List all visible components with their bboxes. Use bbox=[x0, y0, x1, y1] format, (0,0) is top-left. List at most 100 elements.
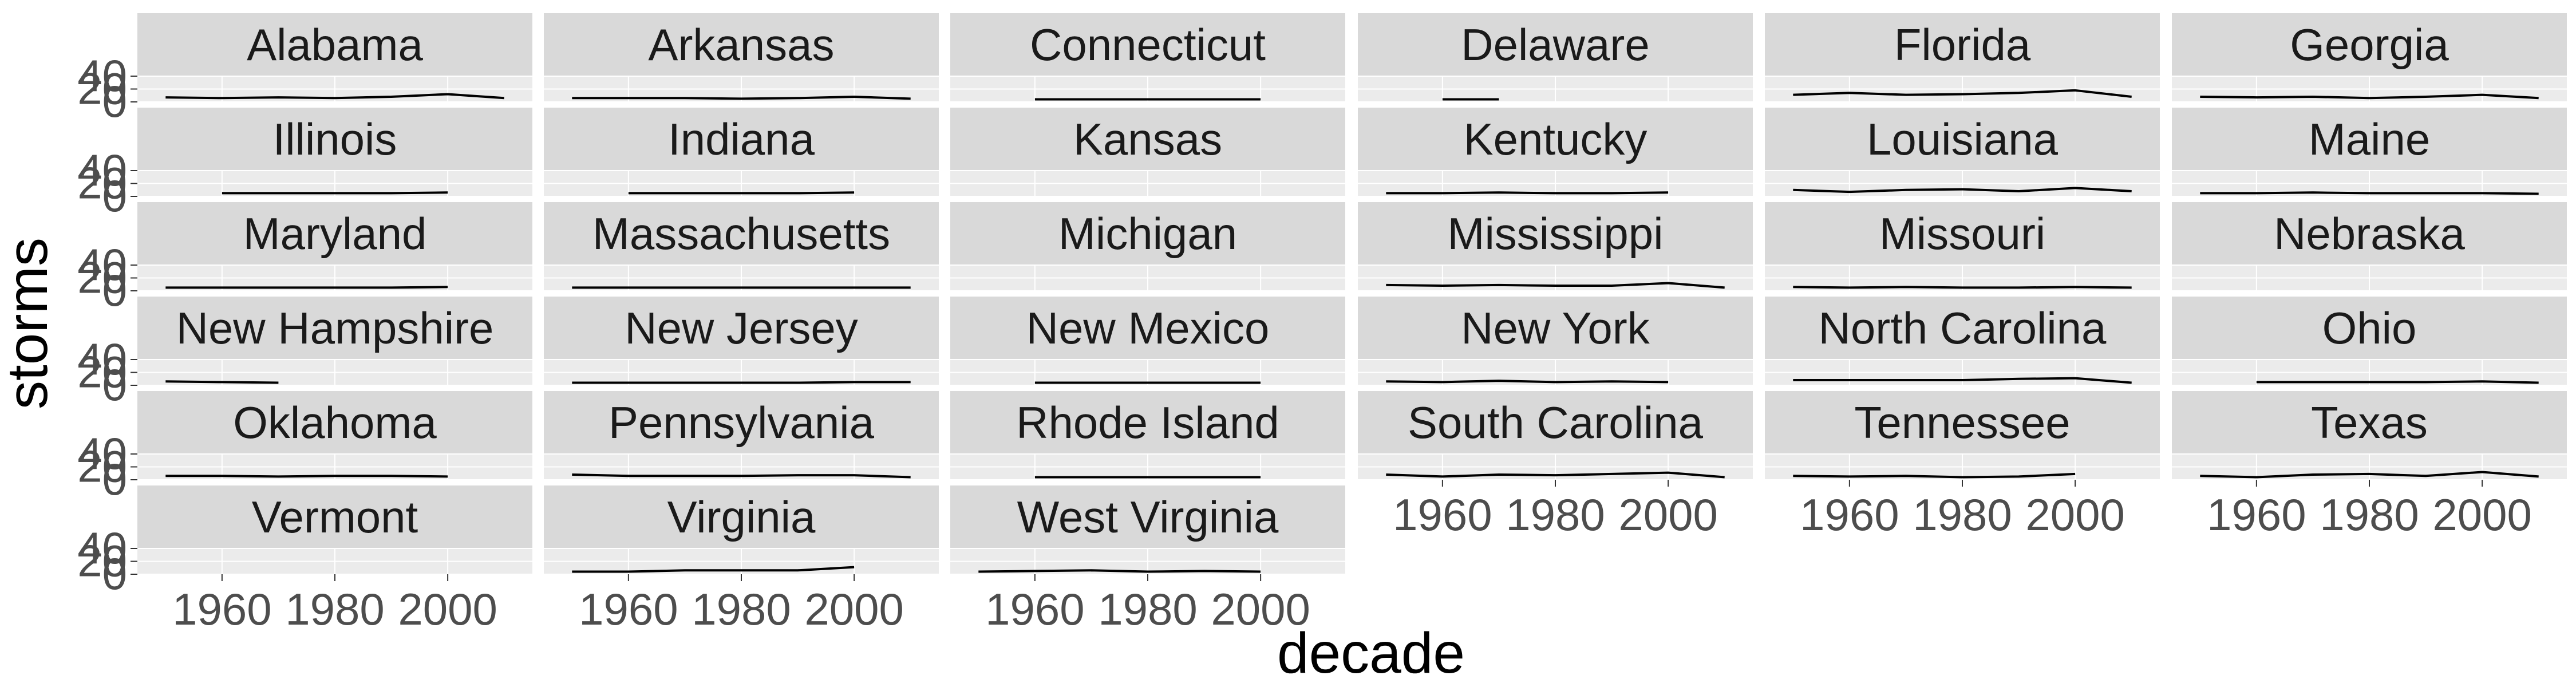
facet-panel: West Virginia 1960 1980 2000 bbox=[950, 485, 1345, 634]
facet-strip bbox=[2172, 297, 2567, 360]
facet-strip bbox=[137, 485, 532, 548]
x-tick-label: 2000 bbox=[804, 584, 904, 634]
facet-strip-label: Oklahoma bbox=[233, 397, 437, 448]
series-line bbox=[165, 93, 504, 100]
x-tick-label: 1980 bbox=[285, 584, 385, 634]
facet-strip bbox=[2172, 13, 2567, 76]
facet-strip bbox=[1765, 391, 2160, 454]
series-line bbox=[1793, 187, 2132, 194]
facet-strip bbox=[1358, 202, 1753, 265]
facet-strip bbox=[2172, 108, 2567, 171]
facet-strip-label: Maine bbox=[2309, 114, 2430, 164]
facet-panel: Virginia 1960 1980 2000 bbox=[544, 485, 939, 634]
facet-strip-label: Connecticut bbox=[1030, 19, 1266, 70]
facet-strip bbox=[544, 297, 939, 360]
facet-strip-label: Texas bbox=[2311, 397, 2428, 448]
x-tick-label: 1980 bbox=[1506, 489, 1605, 540]
facet-strip-label: Arkansas bbox=[648, 19, 834, 70]
facet-panel: Florida bbox=[1765, 13, 2160, 102]
x-tick-label: 2000 bbox=[398, 584, 497, 634]
facet-strip bbox=[950, 13, 1345, 76]
y-tick-label: 40 bbox=[77, 334, 127, 384]
facet-strip bbox=[950, 108, 1345, 171]
series-line bbox=[2200, 191, 2539, 195]
facet-strip-label: Missouri bbox=[1879, 208, 2045, 259]
y-tick-label: 20 bbox=[77, 536, 127, 586]
series-line bbox=[978, 569, 1261, 573]
facet-strip-label: Florida bbox=[1894, 19, 2031, 70]
facet-strip-label: Louisiana bbox=[1867, 114, 2059, 164]
facet-strip bbox=[137, 202, 532, 265]
facet-strip-label: Nebraska bbox=[2274, 208, 2465, 259]
facet-strip bbox=[950, 202, 1345, 265]
y-tick-label: 40 bbox=[77, 50, 127, 101]
facet-strip bbox=[137, 391, 532, 454]
series-line bbox=[1793, 377, 2132, 384]
facet-strip bbox=[1358, 297, 1753, 360]
facet-panel: South Carolina 1960 1980 2000 bbox=[1358, 391, 1753, 540]
facet-strip bbox=[950, 297, 1345, 360]
facet-panel: Kentucky bbox=[1358, 108, 1753, 197]
series-line bbox=[1386, 282, 1725, 289]
y-tick-label: 40 bbox=[77, 239, 127, 290]
y-tick-label: 40 bbox=[77, 145, 127, 195]
facet-strip bbox=[1765, 108, 2160, 171]
facet-strip bbox=[137, 297, 532, 360]
y-tick-label: 0 bbox=[102, 171, 127, 221]
y-tick-label: 0 bbox=[102, 265, 127, 315]
series-line bbox=[2200, 471, 2539, 479]
facet-strip bbox=[544, 108, 939, 171]
facet-panel: Nebraska bbox=[2172, 202, 2567, 291]
facet-strip-label: Virginia bbox=[667, 492, 816, 542]
x-tick-label: 1980 bbox=[2320, 489, 2419, 540]
facet-strip bbox=[544, 13, 939, 76]
facet-panel: Pennsylvania bbox=[544, 391, 939, 480]
series-line bbox=[1793, 89, 2132, 98]
facet-strip-label: Indiana bbox=[668, 114, 815, 164]
facet-panel: Kansas bbox=[950, 108, 1345, 197]
facet-panel: Connecticut bbox=[950, 13, 1345, 102]
facet-strip-label: South Carolina bbox=[1408, 397, 1704, 448]
facet-strip-label: Rhode Island bbox=[1016, 397, 1279, 448]
series-line bbox=[2256, 380, 2539, 384]
x-tick-label: 1960 bbox=[1393, 489, 1492, 540]
x-tick-label: 1980 bbox=[1098, 584, 1198, 634]
facet-panel: New Jersey bbox=[544, 297, 939, 386]
facet-strip bbox=[1765, 297, 2160, 360]
y-tick-label: 0 bbox=[102, 454, 127, 504]
facet-strip bbox=[2172, 202, 2567, 265]
facet-strip-label: Georgia bbox=[2290, 19, 2449, 70]
x-tick-label: 2000 bbox=[1618, 489, 1718, 540]
facet-strip-label: New Hampshire bbox=[176, 303, 494, 353]
x-tick-label: 1960 bbox=[579, 584, 678, 634]
facet-strip bbox=[950, 391, 1345, 454]
facet-strip-label: Vermont bbox=[252, 492, 418, 542]
facet-strip bbox=[950, 485, 1345, 548]
facet-strip-label: Kentucky bbox=[1464, 114, 1647, 164]
facet-panel: North Carolina bbox=[1765, 297, 2160, 386]
facet-panel: Rhode Island bbox=[950, 391, 1345, 480]
facet-panel: Missouri bbox=[1765, 202, 2160, 291]
facet-strip bbox=[1358, 13, 1753, 76]
facet-panel: Arkansas bbox=[544, 13, 939, 102]
series-line bbox=[572, 96, 911, 100]
series-line bbox=[222, 191, 448, 195]
facet-strip-label: Illinois bbox=[273, 114, 397, 164]
x-tick-label: 1960 bbox=[985, 584, 1085, 634]
facet-strip-label: New York bbox=[1461, 303, 1650, 353]
x-tick-label: 2000 bbox=[2025, 489, 2125, 540]
facet-strip-label: Pennsylvania bbox=[609, 397, 875, 448]
facet-panel: Ohio bbox=[2172, 297, 2567, 386]
facet-strip bbox=[1765, 13, 2160, 76]
facet-strip-label: Kansas bbox=[1073, 114, 1222, 164]
facet-panel: New York bbox=[1358, 297, 1753, 386]
facet-panel: Maine bbox=[2172, 108, 2567, 197]
